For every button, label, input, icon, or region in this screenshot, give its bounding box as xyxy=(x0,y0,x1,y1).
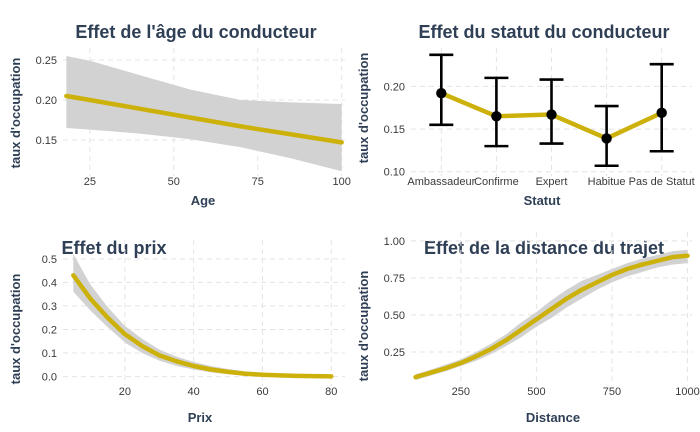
y-tick-label: 0.3 xyxy=(42,301,57,313)
y-tick-label: 0.1 xyxy=(42,348,57,360)
y-tick-label: 0.15 xyxy=(384,124,405,136)
x-tick-label: 1000 xyxy=(675,386,699,398)
tick-labels: 0.25 0.50 0.75 1.00 250 500 750 1000 xyxy=(384,236,700,398)
x-tick-label: 75 xyxy=(252,176,264,188)
x-axis-title: Statut xyxy=(524,193,562,208)
tick-labels: 0.0 0.1 0.2 0.3 0.4 0.5 20 40 60 80 xyxy=(42,254,338,398)
data-point xyxy=(656,107,667,119)
y-tick-label: 0.0 xyxy=(42,372,57,384)
panel-age: Effet de l'âge du conducteur Age taux d'… xyxy=(8,22,351,208)
x-tick-label: 40 xyxy=(188,386,200,398)
x-tick-label: 100 xyxy=(332,176,350,188)
confidence-band xyxy=(415,249,688,381)
y-tick-label: 0.75 xyxy=(384,273,405,285)
y-tick-label: 0.15 xyxy=(36,135,57,147)
data-point xyxy=(546,109,557,120)
x-tick-label: 20 xyxy=(119,386,131,398)
x-tick-label: 60 xyxy=(256,386,268,398)
x-tick-label: Habitue xyxy=(588,176,626,188)
panel-statut: Effet du statut du conducteur Statut tau… xyxy=(356,22,695,208)
x-tick-label: 25 xyxy=(84,176,96,188)
data-point xyxy=(491,111,502,122)
confidence-band xyxy=(73,254,332,377)
y-tick-label: 0.20 xyxy=(384,81,405,93)
panel-title: Effet du prix xyxy=(61,238,166,258)
x-axis-title: Prix xyxy=(188,410,213,425)
x-tick-label: Ambassadeur xyxy=(407,176,475,188)
y-tick-label: 0.25 xyxy=(384,347,405,359)
x-tick-label: 80 xyxy=(325,386,337,398)
confidence-band xyxy=(66,56,342,172)
panel-distance: Effet de la distance du trajet Distance … xyxy=(356,232,700,425)
series-line xyxy=(413,253,690,380)
x-tick-label: 50 xyxy=(168,176,180,188)
x-axis-title: Distance xyxy=(526,410,580,425)
y-axis-title: taux d'occupation xyxy=(8,58,23,169)
y-tick-label: 0.2 xyxy=(42,324,57,336)
y-tick-label: 0.10 xyxy=(384,167,405,179)
y-axis-title: taux d'occupation xyxy=(356,271,371,382)
data-point xyxy=(601,133,612,144)
panel-title: Effet du statut du conducteur xyxy=(419,22,670,42)
tick-labels: 0.15 0.20 0.25 25 50 75 100 xyxy=(36,55,351,188)
x-axis-title: Age xyxy=(191,193,216,208)
y-axis-title: taux d'occupation xyxy=(356,53,371,164)
y-tick-label: 0.4 xyxy=(42,277,57,289)
data-point xyxy=(436,88,447,99)
panel-title: Effet de la distance du trajet xyxy=(424,238,664,258)
x-tick-label: 750 xyxy=(603,386,621,398)
x-tick-label: Pas de Statut xyxy=(629,176,695,188)
y-tick-label: 0.5 xyxy=(42,254,57,266)
y-axis-title: taux d'occupation xyxy=(8,274,23,385)
x-tick-label: 250 xyxy=(452,386,470,398)
x-tick-label: Expert xyxy=(536,176,568,188)
y-tick-label: 0.20 xyxy=(36,95,57,107)
grid xyxy=(63,240,345,386)
series-line xyxy=(71,273,334,379)
y-tick-label: 0.25 xyxy=(36,55,57,67)
y-tick-label: 1.00 xyxy=(384,236,405,248)
y-tick-label: 0.50 xyxy=(384,310,405,322)
panel-prix: Effet du prix Prix taux d'occupation 0.0… xyxy=(8,238,345,425)
panel-title: Effet de l'âge du conducteur xyxy=(75,22,316,42)
x-tick-label: 500 xyxy=(527,386,545,398)
series-line xyxy=(64,93,344,145)
x-tick-label: Confirme xyxy=(474,176,519,188)
